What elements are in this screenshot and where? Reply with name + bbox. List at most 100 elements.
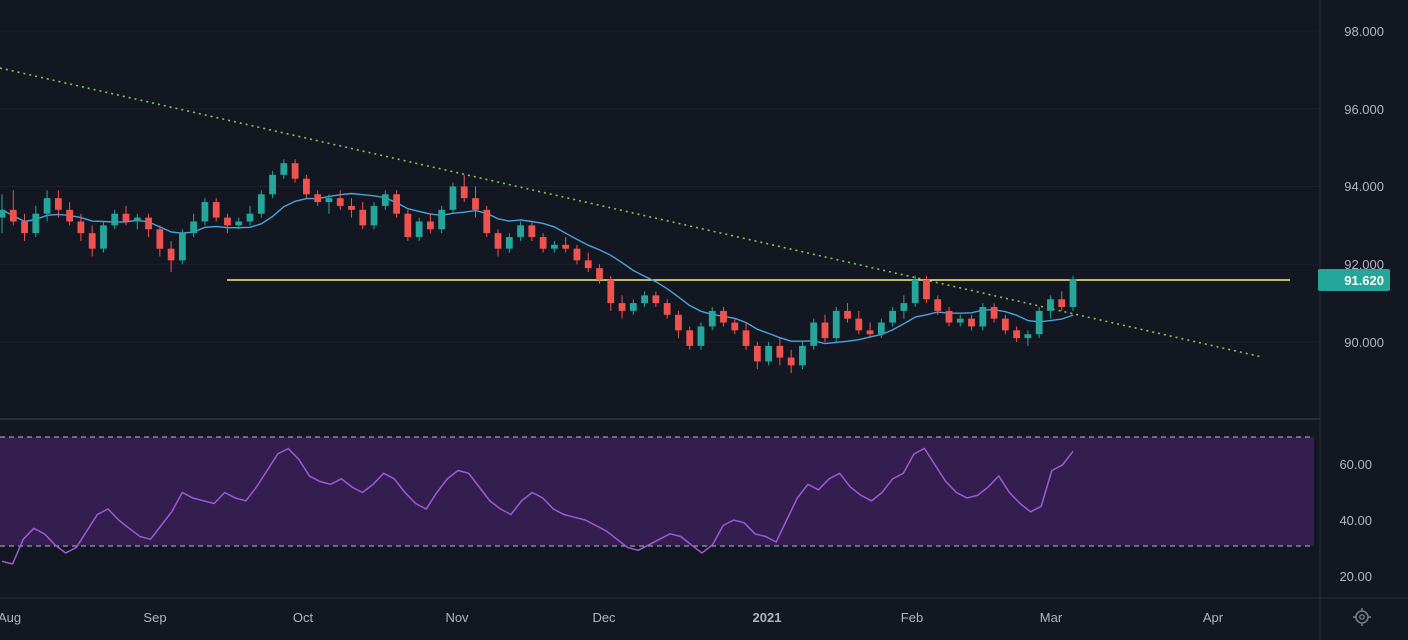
candle [641,291,648,308]
candle [494,229,502,257]
price-pane[interactable] [0,0,1320,415]
candle-body [821,322,829,339]
candle-body [246,213,254,222]
candle-body [201,202,209,222]
candle [1069,275,1077,311]
rsi-pane[interactable] [0,436,1314,565]
candle-body [111,213,119,226]
candle [855,310,863,335]
candle [257,190,265,218]
candle [900,295,908,319]
candle [472,186,479,218]
candle [145,213,152,238]
candle [336,190,344,210]
candle [776,338,784,366]
candle [596,264,603,284]
candle [9,190,17,226]
candle-body [1035,310,1043,335]
candle-body [765,345,773,362]
candle [686,326,694,350]
price-tick: 96.000 [1344,102,1384,117]
time-label: Mar [1040,610,1063,625]
candle-body [1069,279,1077,308]
candle-body [212,202,220,218]
candle [54,190,62,218]
candle [810,318,818,350]
candle [753,342,761,370]
candle-body [1047,299,1054,311]
candle-body [348,205,355,210]
candle-body [562,244,570,249]
candle-body [280,163,288,175]
candle-body [314,194,322,203]
candle [427,213,434,234]
time-label: Oct [293,610,314,625]
time-axis[interactable]: Aug Sep Oct Nov Dec 2021 Feb Mar Apr [0,597,1408,626]
candle-body [934,299,942,311]
candle-body [956,318,964,323]
candle [88,225,96,257]
candle-body [145,217,152,230]
rsi-band [0,437,1314,546]
price-pane-background [0,0,1320,415]
candle [381,190,389,210]
last-price-badge-background [1318,269,1390,291]
price-tick: 94.000 [1344,179,1384,194]
candle [32,205,40,238]
candle-body [979,307,987,327]
candle [167,240,175,273]
candle-body [133,217,141,222]
candle [968,314,975,331]
candle-body [776,345,784,358]
candle [66,202,74,226]
candle [212,198,220,222]
candle-body [100,225,107,249]
candle [990,303,998,323]
candle-body [156,229,164,249]
candle-body [596,268,603,280]
candle [742,322,750,350]
candle-body [923,279,930,300]
candle [765,342,773,366]
candle [325,194,333,214]
candle-body [618,303,626,311]
candle [877,318,885,339]
candle-body [32,213,40,234]
candle-body [584,260,592,269]
candle [0,194,6,234]
candle-body [302,178,310,195]
candle [1047,295,1054,319]
candle [438,205,446,234]
candle [201,198,209,226]
candle [528,221,536,241]
candle-body [855,318,863,331]
candle [708,307,716,331]
candle [832,307,840,342]
candle-body [66,209,74,222]
time-label: Aug [0,610,21,625]
candle [956,314,964,327]
candle-body [291,163,299,179]
candle [122,205,130,226]
candle-body [675,314,682,331]
candle-body [573,248,581,261]
candle [483,205,491,238]
candle-body [900,303,908,311]
price-axis[interactable]: 98.000 96.000 94.000 92.000 90.000 91.62… [1318,0,1390,640]
candle [923,275,930,304]
candle [415,217,423,241]
candle [348,198,355,218]
rsi-tick: 60.00 [1339,457,1372,472]
time-label: Dec [592,610,616,625]
candle-body [393,194,400,214]
rsi-tick: 40.00 [1339,513,1372,528]
candle-body [190,221,198,234]
settings-gear-icon[interactable] [1353,608,1371,626]
candle [584,252,592,273]
candle [787,349,795,374]
candle-body [517,225,524,238]
candle-body [663,303,671,315]
rsi-tick: 20.00 [1339,569,1372,584]
candle-body [325,198,333,203]
